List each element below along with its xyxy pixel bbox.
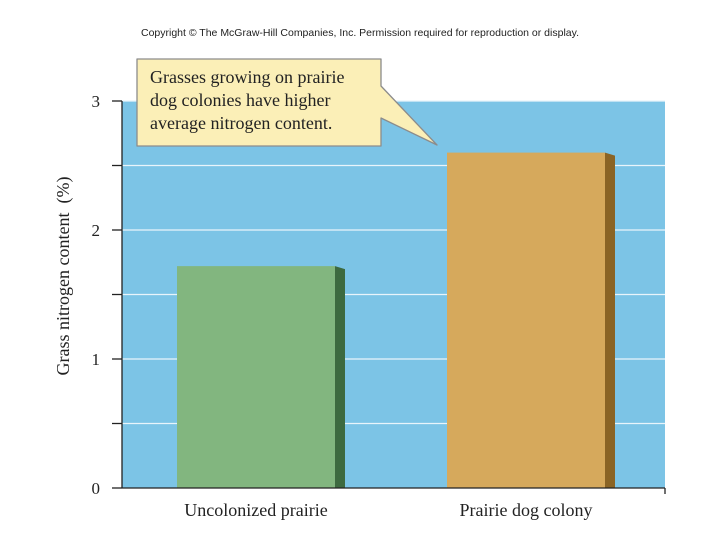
y-tick-label: 0 (92, 479, 101, 498)
y-axis-label: Grass nitrogen content (%) (53, 177, 74, 376)
copyright-notice: Copyright © The McGraw-Hill Companies, I… (140, 27, 580, 39)
y-tick-label: 2 (92, 221, 101, 240)
y-tick-labels: 0 1 2 3 (92, 92, 101, 498)
x-tick-label: Prairie dog colony (460, 500, 593, 520)
bar-side-face (335, 266, 345, 488)
y-tick-label: 3 (92, 92, 101, 111)
bar-side-face (605, 152, 615, 488)
bar-front-face (177, 266, 335, 488)
callout-box (136, 58, 438, 147)
callout-text-line: dog colonies have higher (150, 90, 330, 110)
x-tick-label: Uncolonized prairie (184, 500, 327, 520)
y-tick-label: 1 (92, 350, 101, 369)
bar-uncolonized-prairie (177, 266, 345, 488)
axes (112, 100, 666, 494)
bars (177, 152, 615, 488)
callout-text-line: Grasses growing on prairie (150, 67, 344, 87)
callout-text-line: average nitrogen content. (150, 113, 332, 133)
x-tick-labels: Uncolonized prairie Prairie dog colony (184, 500, 592, 520)
annotation-callout: Grasses growing on prairie dog colonies h… (136, 58, 438, 147)
bar-prairie-dog-colony (447, 152, 615, 488)
bar-front-face (447, 152, 605, 488)
